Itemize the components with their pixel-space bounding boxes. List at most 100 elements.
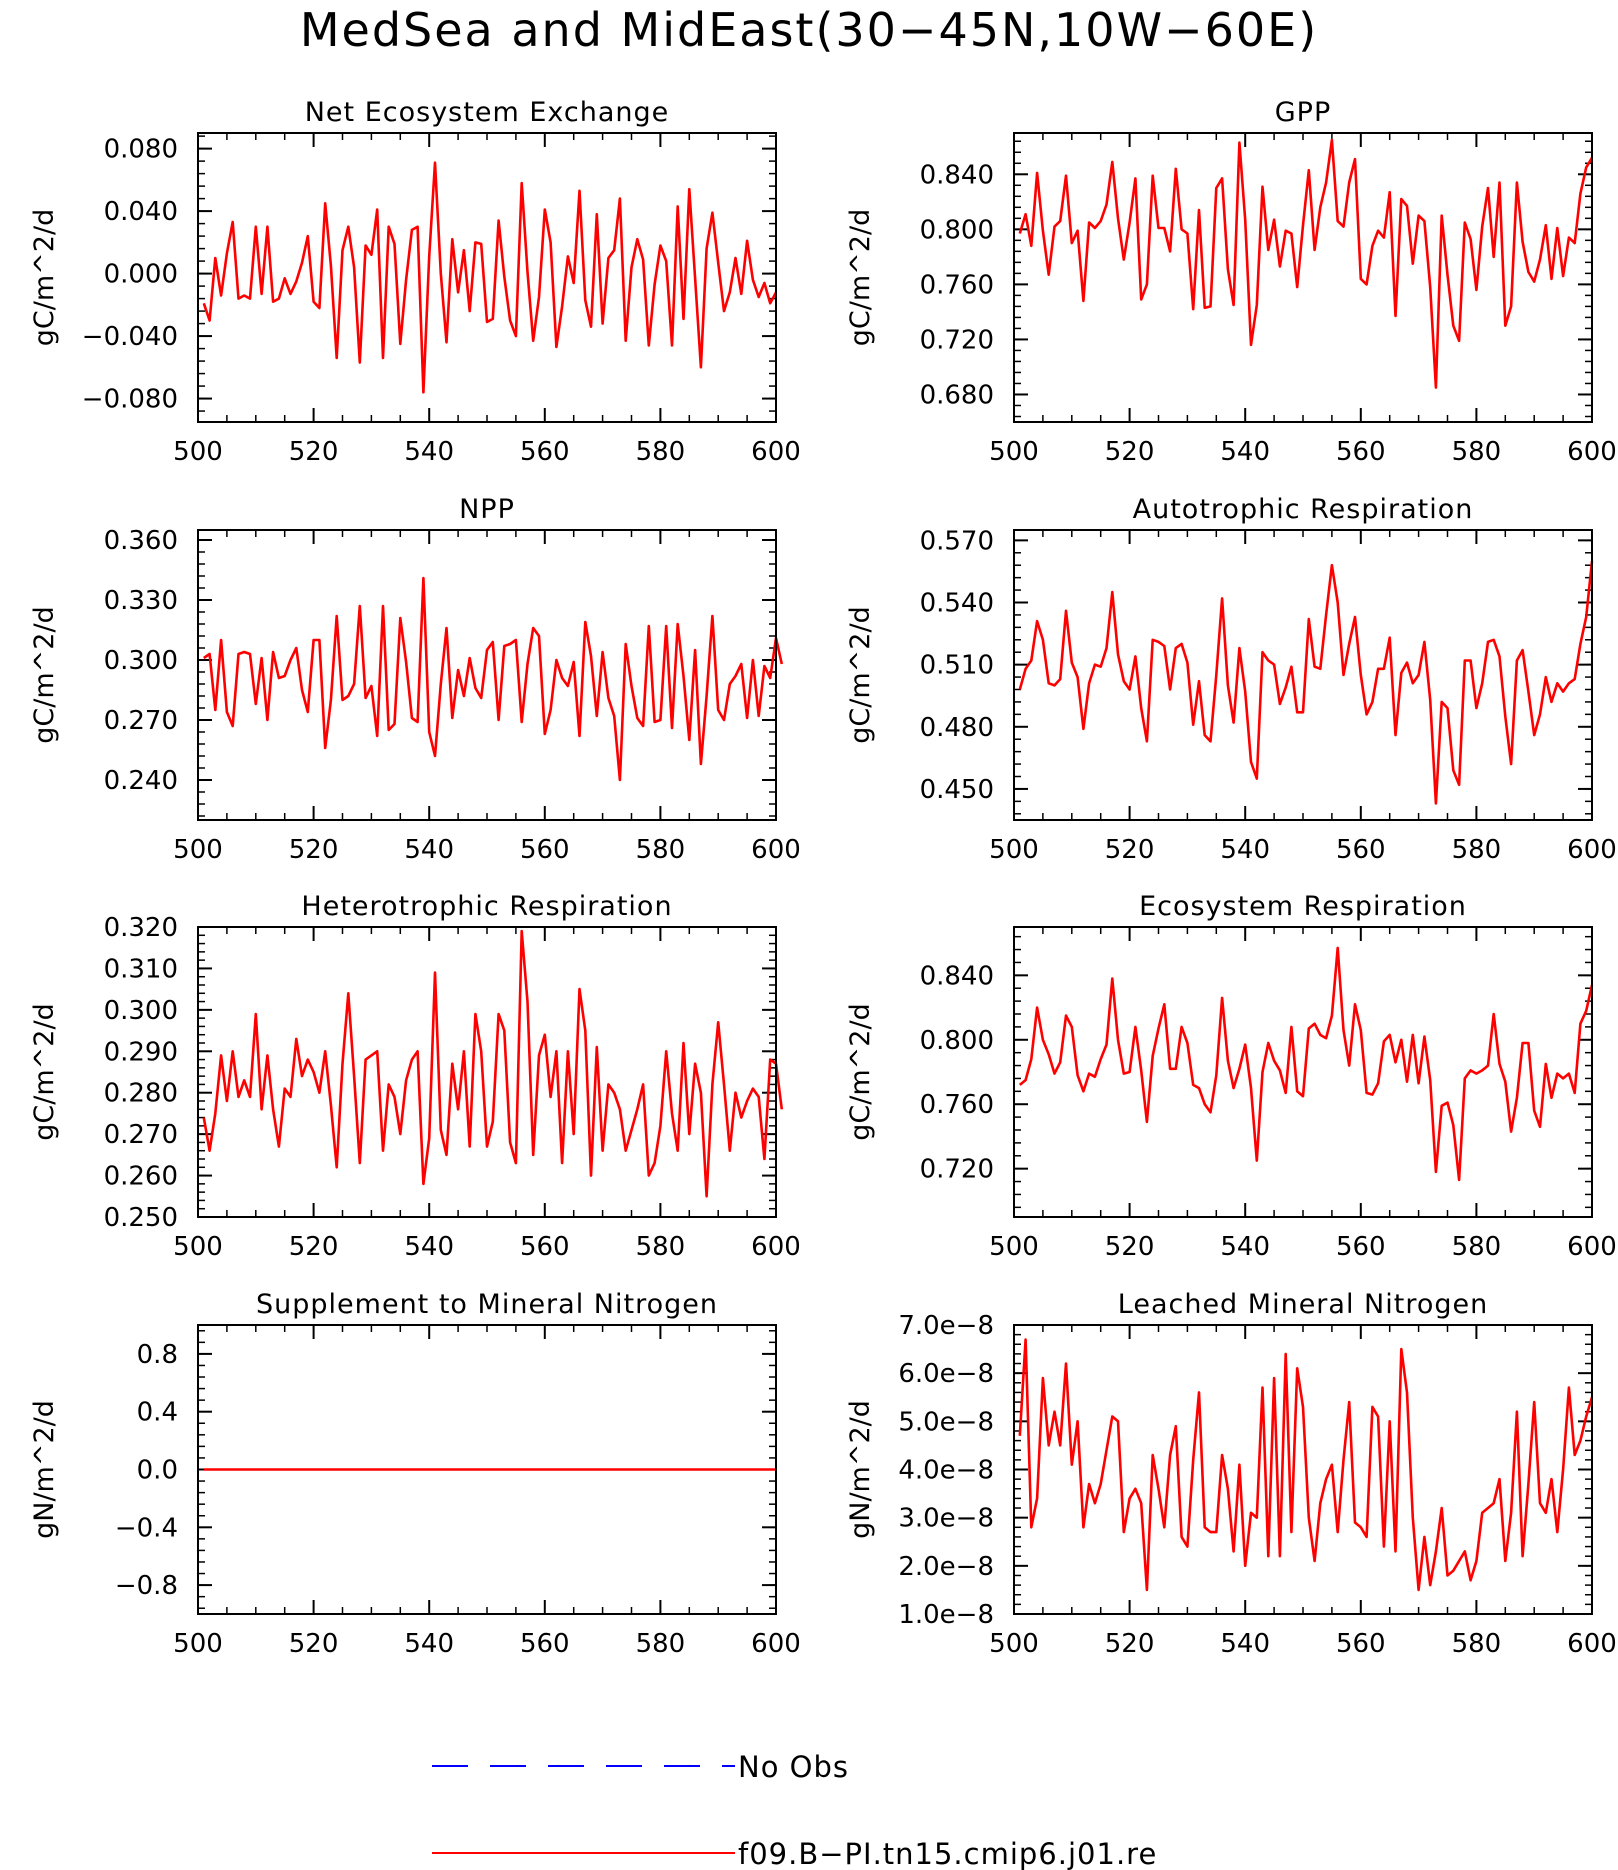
x-tick-label: 500 xyxy=(989,437,1039,467)
x-tick-label: 540 xyxy=(404,835,454,865)
x-tick-label: 560 xyxy=(520,437,570,467)
x-tick-label: 520 xyxy=(1105,1232,1155,1262)
x-tick-label: 520 xyxy=(1105,437,1155,467)
plot-frame xyxy=(1013,529,1593,821)
y-tick-label: 0.720 xyxy=(920,1155,994,1185)
x-tick-label: 600 xyxy=(1567,835,1617,865)
x-tick-label: 600 xyxy=(751,1629,801,1659)
y-tick-label: 0.800 xyxy=(920,215,994,245)
x-tick-label: 600 xyxy=(1567,437,1617,467)
y-tick-label: 0.540 xyxy=(920,589,994,619)
chart-panel-6: Ecosystem Respiration 500 520 540 560 580 600 0… xyxy=(845,891,1617,1262)
x-tick-label: 560 xyxy=(520,1629,570,1659)
x-tick-label: 580 xyxy=(636,437,686,467)
y-tick-label: 0.250 xyxy=(104,1203,178,1233)
y-axis-label: gN/m^2/d xyxy=(29,1400,60,1539)
plot-frame xyxy=(197,926,777,1218)
y-tick-label: 6.0e−8 xyxy=(898,1359,994,1389)
panels-container: Net Ecosystem Exchange 500 520 540 560 580 600… xyxy=(29,97,1617,1659)
y-axis-label: gC/m^2/d xyxy=(845,1003,876,1140)
y-tick-label: 0.280 xyxy=(104,1079,178,1109)
y-tick-label: 0.840 xyxy=(920,961,994,991)
x-tick-label: 520 xyxy=(289,835,339,865)
panel-title: NPP xyxy=(459,494,515,525)
chart-panel-1: Net Ecosystem Exchange 500 520 540 560 580 600… xyxy=(29,97,801,467)
figure-title: MedSea and MidEast(30−45N,10W−60E) xyxy=(300,3,1318,57)
x-tick-label: 540 xyxy=(404,437,454,467)
y-tick-label: 5.0e−8 xyxy=(898,1407,994,1437)
x-tick-label: 540 xyxy=(404,1629,454,1659)
x-tick-label: 540 xyxy=(1220,437,1270,467)
x-tick-label: 540 xyxy=(1220,1232,1270,1262)
panel-title: Supplement to Mineral Nitrogen xyxy=(256,1289,718,1320)
plot-frame xyxy=(197,132,777,423)
y-tick-label: 0.240 xyxy=(104,766,178,796)
panel-title: Net Ecosystem Exchange xyxy=(305,97,670,128)
series-line xyxy=(203,576,784,782)
y-tick-label: 0.0 xyxy=(137,1456,178,1486)
y-tick-label: 7.0e−8 xyxy=(898,1311,994,1341)
x-tick-label: 520 xyxy=(1105,835,1155,865)
x-tick-label: 500 xyxy=(173,1629,223,1659)
y-tick-label: −0.8 xyxy=(115,1571,178,1601)
y-tick-label: 0.450 xyxy=(920,775,994,805)
y-tick-label: 0.8 xyxy=(137,1340,178,1370)
y-tick-label: 0.300 xyxy=(104,996,178,1026)
y-tick-label: −0.080 xyxy=(82,385,178,415)
y-axis-label: gC/m^2/d xyxy=(29,1003,60,1140)
y-tick-label: 0.570 xyxy=(920,526,994,556)
x-tick-label: 500 xyxy=(989,1629,1039,1659)
x-tick-label: 500 xyxy=(989,1232,1039,1262)
y-tick-label: 1.0e−8 xyxy=(898,1600,994,1630)
plot-frame xyxy=(1013,1324,1593,1615)
series-line xyxy=(1018,560,1594,805)
x-tick-label: 580 xyxy=(1452,835,1502,865)
y-tick-label: 0.320 xyxy=(104,913,178,943)
x-tick-label: 500 xyxy=(173,437,223,467)
y-tick-label: 0.4 xyxy=(137,1398,178,1428)
x-tick-label: 600 xyxy=(751,437,801,467)
series-line xyxy=(1018,946,1594,1182)
panel-title: Heterotrophic Respiration xyxy=(301,891,672,922)
y-tick-label: 0.310 xyxy=(104,954,178,984)
y-tick-label: −0.040 xyxy=(82,322,178,352)
y-tick-label: 0.330 xyxy=(104,586,178,616)
panel-title: Ecosystem Respiration xyxy=(1139,891,1467,922)
legend-label-no-obs: No Obs xyxy=(738,1750,849,1784)
chart-panel-7: Supplement to Mineral Nitrogen 500 520 540 5… xyxy=(29,1289,801,1659)
y-tick-label: 0.360 xyxy=(104,526,178,556)
legend: No Obs f09.B−PI.tn15.cmip6.j01.re xyxy=(432,1750,1157,1870)
y-tick-label: 0.270 xyxy=(104,1120,178,1150)
x-tick-label: 560 xyxy=(1336,437,1386,467)
y-axis-label: gC/m^2/d xyxy=(845,606,876,743)
y-tick-label: 0.300 xyxy=(104,646,178,676)
y-axis-label: gC/m^2/d xyxy=(29,606,60,743)
series-line xyxy=(1018,138,1594,389)
y-tick-label: 0.680 xyxy=(920,380,994,410)
y-axis-label: gC/m^2/d xyxy=(29,209,60,346)
x-tick-label: 600 xyxy=(751,835,801,865)
panel-title: Leached Mineral Nitrogen xyxy=(1118,1289,1488,1320)
x-tick-label: 580 xyxy=(636,1629,686,1659)
x-tick-label: 600 xyxy=(1567,1629,1617,1659)
x-tick-label: 500 xyxy=(173,835,223,865)
plot-frame xyxy=(1013,926,1593,1218)
y-tick-label: 3.0e−8 xyxy=(898,1504,994,1534)
legend-label-model: f09.B−PI.tn15.cmip6.j01.re xyxy=(738,1837,1157,1870)
y-tick-label: 0.760 xyxy=(920,270,994,300)
x-tick-label: 560 xyxy=(1336,1232,1386,1262)
series-line xyxy=(202,929,784,1198)
x-tick-label: 500 xyxy=(173,1232,223,1262)
x-tick-label: 600 xyxy=(751,1232,801,1262)
y-axis-label: gN/m^2/d xyxy=(845,1400,876,1539)
chart-panel-4: Autotrophic Respiration 500 520 540 560 580 60… xyxy=(845,494,1617,865)
y-tick-label: 0.800 xyxy=(920,1026,994,1056)
y-tick-label: 0.510 xyxy=(920,651,994,681)
x-tick-label: 560 xyxy=(520,835,570,865)
y-tick-label: 0.840 xyxy=(920,160,994,190)
chart-panel-8: Leached Mineral Nitrogen 500 520 540 560 580 6… xyxy=(845,1289,1617,1659)
y-tick-label: 0.000 xyxy=(104,260,178,290)
x-tick-label: 560 xyxy=(1336,835,1386,865)
y-tick-label: 0.290 xyxy=(104,1037,178,1067)
